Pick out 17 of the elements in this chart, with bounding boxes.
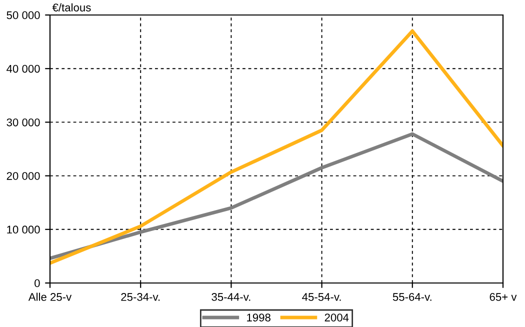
y-tick-label: 50 000 — [6, 11, 40, 20]
x-tick-label: 65+ v — [490, 293, 517, 301]
y-tick-label: 40 000 — [6, 64, 40, 73]
y-tick-label: 10 000 — [7, 226, 40, 234]
x-tick-label: 45-54-v. — [302, 293, 341, 301]
x-tick-label: 25-34-v. — [121, 293, 160, 301]
y-tick-label: 0 — [34, 279, 40, 288]
x-tick-label: 35-44-v. — [212, 293, 250, 301]
x-tick-label: Alle 25-v — [28, 292, 72, 301]
legend-label: 2004 — [324, 314, 349, 322]
line-series — [50, 132, 503, 260]
y-tick-label: 20 000 — [6, 172, 40, 180]
legend-label: 1998 — [247, 314, 270, 322]
line-series — [50, 29, 503, 265]
y-tick-label: 30 000 — [6, 118, 40, 126]
x-tick-label: 55-64-v. — [392, 293, 432, 301]
y-axis-title: €/talous — [52, 3, 91, 12]
